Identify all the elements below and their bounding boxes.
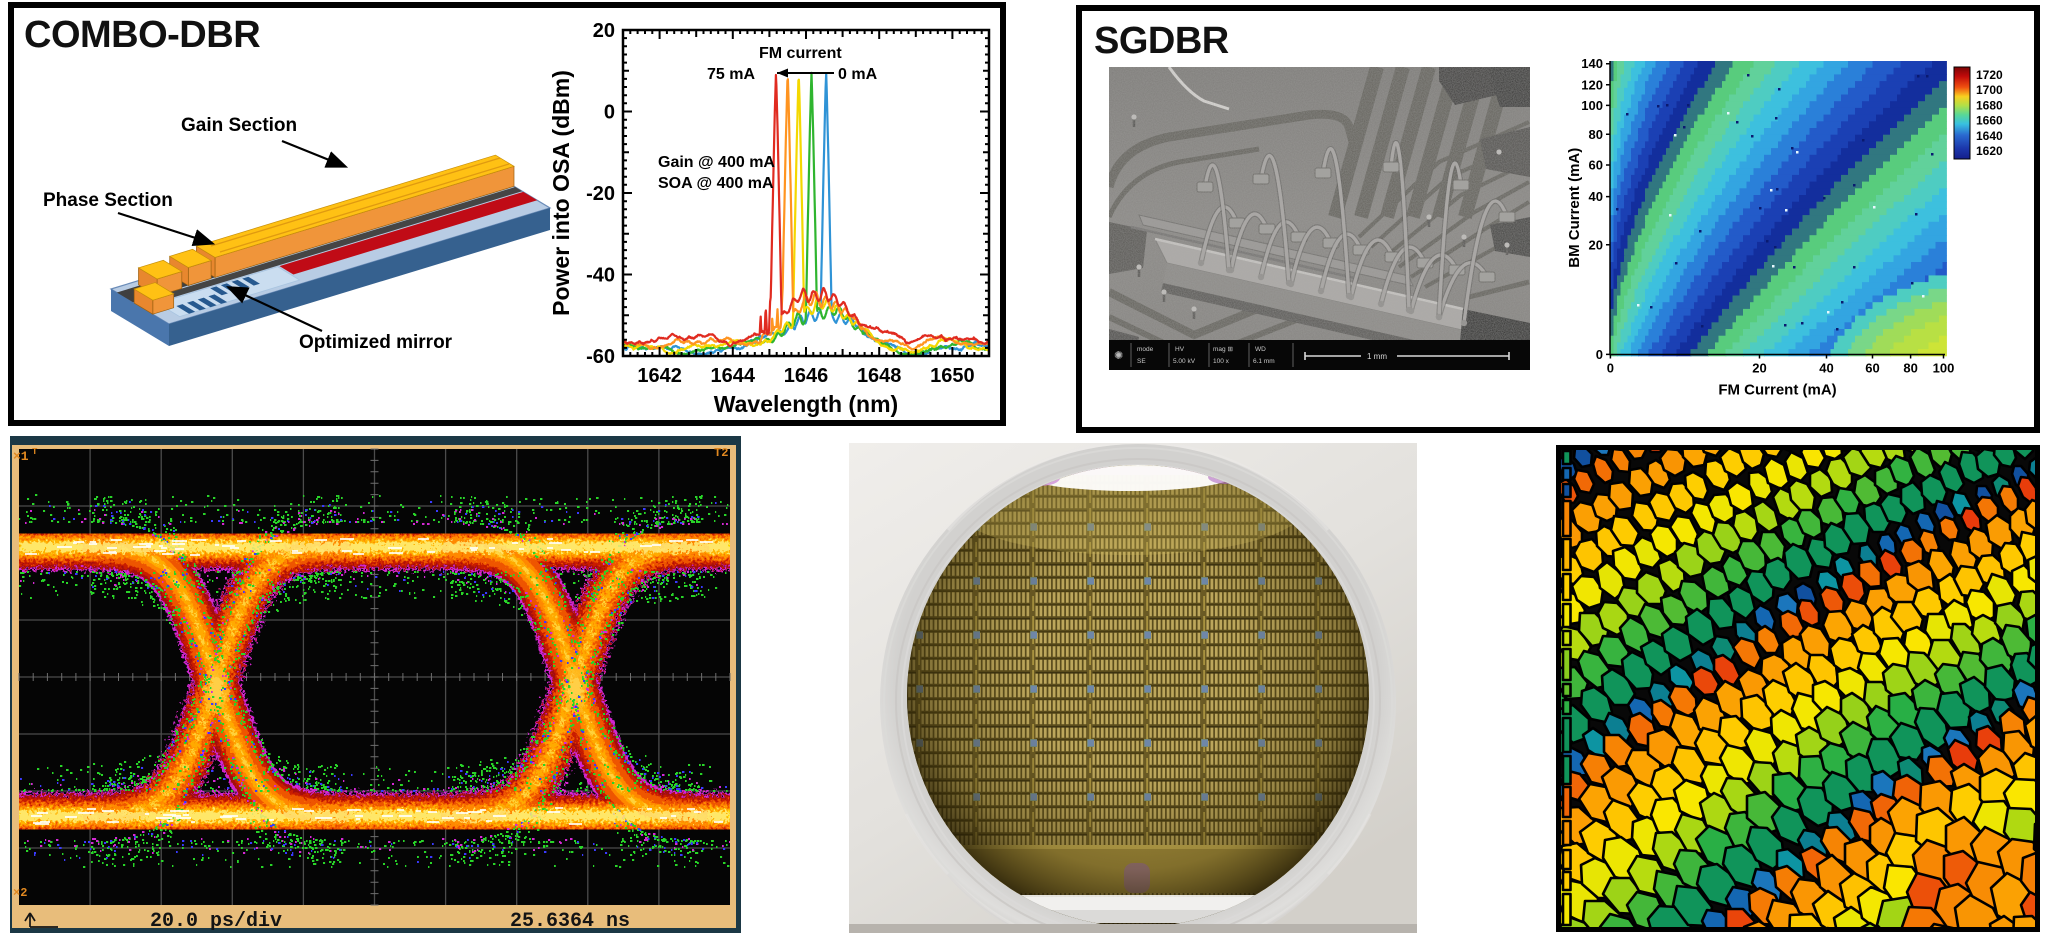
svg-text:-40: -40	[586, 265, 615, 287]
svg-text:1642: 1642	[637, 365, 682, 387]
svg-text:mode: mode	[1137, 346, 1154, 353]
svg-text:80: 80	[1589, 127, 1603, 142]
svg-text:100: 100	[1581, 98, 1603, 113]
svg-text:×2: ×2	[13, 886, 27, 900]
svg-text:20: 20	[1752, 361, 1766, 376]
svg-text:Phase Section: Phase Section	[43, 190, 173, 211]
svg-text:SOA @ 400 mA: SOA @ 400 mA	[658, 175, 774, 192]
svg-text:6.1 mm: 6.1 mm	[1253, 358, 1275, 365]
svg-text:-20: -20	[586, 183, 615, 205]
svg-text:0: 0	[604, 102, 615, 124]
svg-text:80: 80	[1903, 361, 1917, 376]
svg-text:T2: T2	[714, 446, 728, 460]
svg-text:100 x: 100 x	[1213, 358, 1230, 365]
svg-text:×1: ×1	[13, 449, 29, 464]
svg-text:0: 0	[1596, 347, 1603, 362]
svg-text:20.0 ps/div: 20.0 ps/div	[150, 910, 282, 933]
svg-text:75 mA: 75 mA	[707, 66, 755, 83]
svg-text:-60: -60	[586, 346, 615, 368]
svg-text:20: 20	[593, 20, 615, 42]
svg-text:140: 140	[1581, 56, 1603, 71]
svg-text:✺: ✺	[1114, 350, 1123, 362]
svg-text:FM Current (mA): FM Current (mA)	[1718, 382, 1836, 399]
svg-text:1646: 1646	[784, 365, 829, 387]
svg-text:mag ⊞: mag ⊞	[1213, 346, 1233, 353]
svg-text:120: 120	[1581, 77, 1603, 92]
svg-text:FM current: FM current	[759, 45, 842, 62]
svg-text:BM Current (mA): BM Current (mA)	[1566, 148, 1583, 268]
svg-text:1620: 1620	[1976, 144, 2003, 158]
svg-text:1720: 1720	[1976, 68, 2003, 82]
svg-text:WD: WD	[1255, 346, 1266, 353]
svg-text:HV: HV	[1175, 346, 1185, 353]
svg-text:100: 100	[1933, 361, 1955, 376]
svg-text:1648: 1648	[857, 365, 902, 387]
svg-text:60: 60	[1865, 361, 1879, 376]
svg-text:Wavelength (nm): Wavelength (nm)	[714, 391, 898, 417]
svg-text:0 mA: 0 mA	[838, 66, 878, 83]
svg-text:1 mm: 1 mm	[1367, 352, 1387, 361]
svg-text:Optimized mirror: Optimized mirror	[299, 332, 453, 353]
svg-text:1700: 1700	[1976, 83, 2003, 97]
svg-text:20: 20	[1589, 237, 1603, 252]
svg-text:Gain Section: Gain Section	[181, 115, 297, 136]
svg-text:40: 40	[1819, 361, 1833, 376]
svg-text:1640: 1640	[1976, 129, 2003, 143]
svg-text:1650: 1650	[930, 365, 975, 387]
svg-text:1680: 1680	[1976, 98, 2003, 112]
svg-text:1660: 1660	[1976, 114, 2003, 128]
svg-text:SE: SE	[1137, 358, 1146, 365]
svg-text:Gain @ 400 mA: Gain @ 400 mA	[658, 154, 775, 171]
svg-text:Power into OSA (dBm): Power into OSA (dBm)	[548, 70, 574, 316]
svg-text:40: 40	[1589, 189, 1603, 204]
svg-text:1644: 1644	[711, 365, 756, 387]
svg-text:25.6364 ns: 25.6364 ns	[510, 910, 630, 933]
svg-text:5.00 kV: 5.00 kV	[1173, 358, 1196, 365]
svg-text:60: 60	[1589, 158, 1603, 173]
svg-text:T: T	[32, 447, 38, 457]
svg-text:0: 0	[1607, 361, 1614, 376]
